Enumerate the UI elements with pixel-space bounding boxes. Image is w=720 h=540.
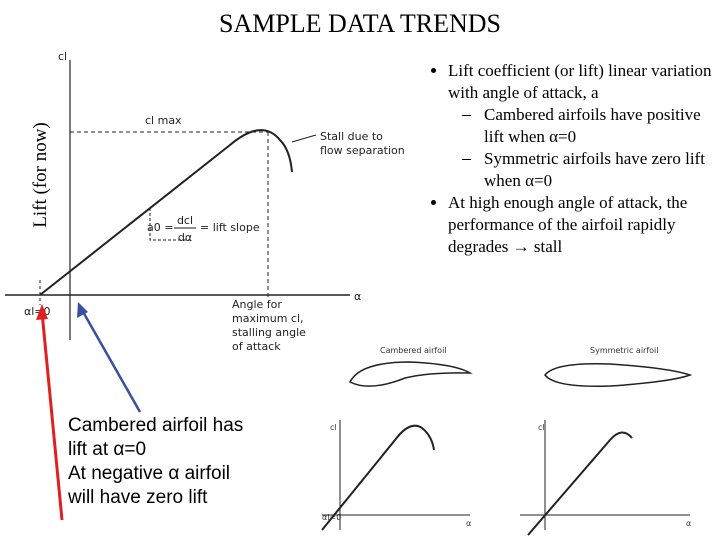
label: of attack [232, 340, 281, 353]
sub-list: Cambered airfoils have positive lift whe… [448, 104, 714, 192]
label: Stall due to [320, 130, 383, 143]
label: cl [330, 423, 337, 432]
label: = lift slope [200, 221, 260, 234]
label: cl [538, 423, 545, 432]
slope-triangle [149, 208, 190, 241]
bullets: Lift coefficient (or lift) linear variat… [422, 60, 714, 258]
lift-curve [321, 424, 435, 531]
label: stalling angle [232, 326, 306, 339]
note-line: Cambered airfoil has [68, 415, 244, 436]
label: flow separation [320, 144, 405, 157]
label: α [466, 519, 471, 528]
note-line: lift at α=0 [68, 439, 147, 460]
airfoil [348, 361, 473, 387]
bullet: At high enough angle of attack, the perf… [448, 192, 714, 258]
lift-curve [39, 129, 293, 296]
arrow-head [77, 302, 88, 318]
label: a0 = [147, 221, 173, 234]
note-line: At negative α airfoil [68, 463, 231, 484]
small-plot [321, 420, 690, 536]
bullet-list: Lift coefficient (or lift) linear variat… [422, 60, 714, 258]
label: Symmetric airfoil [590, 346, 658, 355]
label: cl max [145, 114, 182, 127]
label: dα [178, 231, 192, 244]
sub-bullet: Cambered airfoils have positive lift whe… [462, 104, 714, 148]
note: Cambered airfoil has lift at α=0 At nega… [68, 414, 243, 510]
main-plot [5, 60, 350, 340]
pointer [291, 134, 317, 143]
bullet-text: Lift coefficient (or lift) linear variat… [448, 61, 712, 102]
lift-curve [527, 431, 633, 536]
label: cl [58, 50, 67, 63]
bullet: Lift coefficient (or lift) linear variat… [448, 60, 714, 192]
airfoil [544, 362, 693, 388]
sub-bullet: Symmetric airfoils have zero lift when α… [462, 148, 714, 192]
y-axis-label: Lift (for now) [30, 122, 51, 228]
label: αl=0 [322, 513, 341, 522]
arrow [40, 311, 64, 521]
label: Cambered airfoil [380, 346, 447, 355]
label: α [354, 290, 361, 303]
note-line: will have zero lift [68, 487, 208, 508]
title: SAMPLE DATA TRENDS [219, 9, 501, 38]
label: maximum cl, [232, 312, 304, 325]
arrow [80, 309, 142, 413]
label: dcl [177, 214, 193, 227]
label: α [686, 519, 691, 528]
label: Angle for [232, 298, 282, 311]
arrow-head [36, 304, 48, 320]
